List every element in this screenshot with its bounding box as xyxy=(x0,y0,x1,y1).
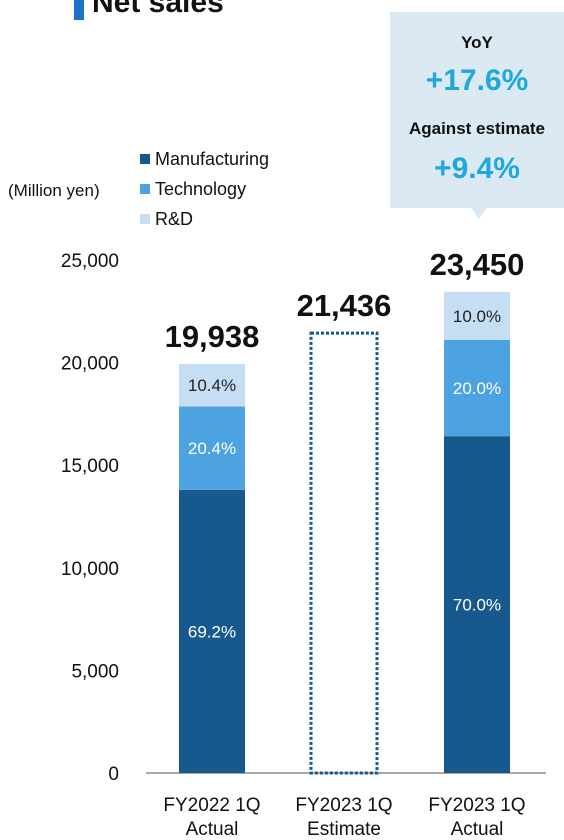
y-tick-label: 15,000 xyxy=(61,456,119,477)
legend-label-manufacturing: Manufacturing xyxy=(155,148,270,169)
bar-segment-rd xyxy=(444,291,510,340)
against-estimate-label: Against estimate xyxy=(408,119,546,138)
unit-label: (Million yen) xyxy=(8,181,100,200)
x-category-label: FY2023 1Q xyxy=(295,795,392,816)
yoy-value: +17.6% xyxy=(425,64,529,97)
x-category-sublabel: Estimate xyxy=(307,819,381,840)
bar-segment-rd xyxy=(179,363,245,407)
legend: Manufacturing Technology R&D xyxy=(140,144,269,234)
bar-segment-manufacturing xyxy=(444,436,510,773)
x-category-sublabel: Actual xyxy=(186,819,239,840)
legend-swatch-rnd xyxy=(140,214,150,224)
y-tick-label: 0 xyxy=(108,764,119,785)
bar-total-label: 23,450 xyxy=(430,247,525,282)
segment-share-label: 70.0% xyxy=(453,596,501,615)
y-tick-label: 25,000 xyxy=(61,251,119,272)
segment-share-label: 20.4% xyxy=(188,439,236,458)
yoy-label: YoY xyxy=(461,33,493,52)
segment-share-label: 20.0% xyxy=(453,379,501,398)
legend-swatch-technology xyxy=(140,184,150,194)
growth-callout-box xyxy=(390,12,564,208)
legend-label-technology: Technology xyxy=(155,178,247,199)
estimate-bar-outline xyxy=(309,331,379,775)
segment-share-label: 69.2% xyxy=(188,622,236,641)
x-category-label: FY2022 1Q xyxy=(163,795,260,816)
bar-segment-technology xyxy=(179,406,245,490)
bar-segment-technology xyxy=(444,339,510,437)
segment-share-label: 10.4% xyxy=(188,376,236,395)
legend-label-rnd: R&D xyxy=(155,208,194,229)
segment-share-label: 10.0% xyxy=(453,307,501,326)
x-category-label: FY2023 1Q xyxy=(428,795,525,816)
bar-segment-manufacturing xyxy=(179,489,245,773)
legend-item-rnd: R&D xyxy=(140,204,269,234)
legend-swatch-manufacturing xyxy=(140,154,150,164)
callout-pointer xyxy=(470,206,488,219)
against-estimate-value: +9.4% xyxy=(434,152,520,185)
title-accent-bar xyxy=(74,0,84,20)
legend-item-technology: Technology xyxy=(140,174,269,204)
bar-total-label: 21,436 xyxy=(297,288,392,323)
legend-item-manufacturing: Manufacturing xyxy=(140,144,269,174)
bar-total-label: 19,938 xyxy=(165,319,260,354)
chart-title: Net sales xyxy=(92,0,224,19)
x-category-sublabel: Actual xyxy=(451,819,504,840)
y-tick-label: 20,000 xyxy=(61,354,119,375)
y-tick-label: 5,000 xyxy=(71,661,119,682)
y-tick-label: 10,000 xyxy=(61,559,119,580)
